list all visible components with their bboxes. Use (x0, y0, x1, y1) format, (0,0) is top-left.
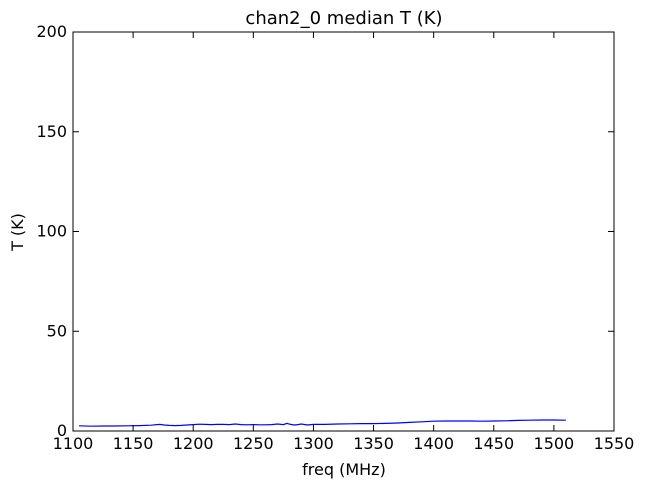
y-tick-label: 200 (36, 22, 67, 41)
x-tick-label: 1500 (534, 434, 575, 453)
x-tick-label: 1450 (473, 434, 514, 453)
x-tick-label: 1300 (293, 434, 334, 453)
plot-area (78, 419, 566, 427)
y-tick-label: 150 (36, 122, 67, 141)
chart-title: chan2_0 median T (K) (245, 8, 442, 29)
y-axis-label: T (K) (8, 213, 27, 252)
y-tick-label: 0 (57, 421, 67, 440)
y-tick-label: 100 (36, 222, 67, 241)
x-tick-label: 1550 (594, 434, 635, 453)
y-tick-label: 50 (47, 321, 67, 340)
x-tick-label: 1250 (233, 434, 274, 453)
x-axis: 1100 1150 1200 1250 1300 1350 1400 1450 1500 1550 (53, 32, 635, 453)
x-tick-label: 1100 (53, 434, 94, 453)
y-axis: 0 50 100 150 200 (36, 22, 614, 440)
series-line (78, 419, 566, 427)
x-tick-label: 1200 (173, 434, 214, 453)
x-tick-label: 1400 (413, 434, 454, 453)
x-tick-label: 1350 (353, 434, 394, 453)
x-axis-label: freq (MHz) (302, 460, 386, 479)
x-tick-label: 1150 (113, 434, 154, 453)
